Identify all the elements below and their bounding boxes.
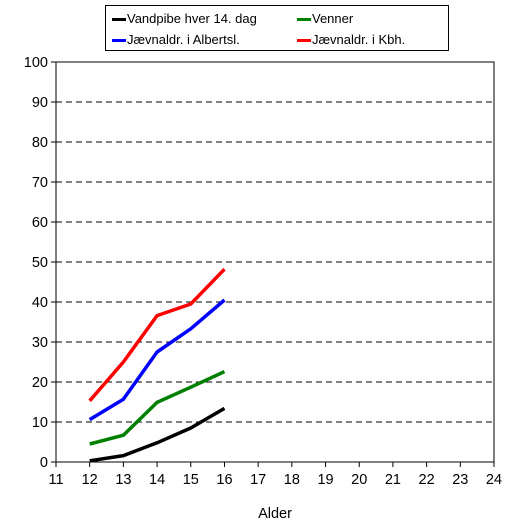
y-tick-label-0: 0 bbox=[40, 455, 48, 471]
legend: Vandpibe hver 14. dag Venner Jævnaldr. i… bbox=[105, 5, 449, 51]
x-tick-label-23: 23 bbox=[452, 472, 468, 488]
y-tick-label-30: 30 bbox=[32, 335, 48, 351]
y-tick-label-100: 100 bbox=[24, 55, 48, 71]
gridlines bbox=[56, 101, 494, 423]
y-axis-ticks: 0 10 20 30 40 50 60 70 80 90 100 bbox=[24, 55, 56, 471]
y-tick-label-70: 70 bbox=[32, 175, 48, 191]
legend-swatch-venner bbox=[297, 18, 311, 21]
x-tick-label-12: 12 bbox=[82, 472, 98, 488]
series-line-albertslund bbox=[88, 298, 226, 422]
legend-label-albertslund: Jævnaldr. i Albertsl. bbox=[127, 32, 240, 47]
x-tick-label-22: 22 bbox=[419, 472, 435, 488]
y-tick-label-90: 90 bbox=[32, 95, 48, 111]
series-line-venner bbox=[89, 370, 226, 446]
y-tick-label-40: 40 bbox=[32, 295, 48, 311]
y-tick-label-60: 60 bbox=[32, 215, 48, 231]
x-tick-label-15: 15 bbox=[183, 472, 199, 488]
y-tick-label-20: 20 bbox=[32, 375, 48, 391]
legend-swatch-vandpibe bbox=[112, 18, 126, 21]
y-tick-label-80: 80 bbox=[32, 135, 48, 151]
legend-label-vandpibe: Vandpibe hver 14. dag bbox=[127, 11, 257, 26]
x-tick-label-21: 21 bbox=[385, 472, 401, 488]
legend-swatch-kobenhavn bbox=[297, 39, 311, 42]
x-tick-label-11: 11 bbox=[48, 472, 63, 488]
y-tick-label-50: 50 bbox=[32, 255, 48, 271]
x-tick-label-18: 18 bbox=[284, 472, 300, 488]
x-axis-ticks: 11 12 13 14 15 16 17 18 19 20 21 22 23 24 bbox=[48, 462, 502, 488]
x-tick-label-20: 20 bbox=[351, 472, 367, 488]
x-tick-label-14: 14 bbox=[149, 472, 165, 488]
series-line-kobenhavn bbox=[88, 267, 226, 402]
x-axis-title: Alder bbox=[258, 506, 292, 522]
series-lines bbox=[88, 267, 226, 463]
series-line-vandpibe bbox=[89, 406, 226, 463]
legend-label-kobenhavn: Jævnaldr. i Kbh. bbox=[312, 32, 406, 47]
x-tick-label-16: 16 bbox=[216, 472, 232, 488]
x-tick-label-17: 17 bbox=[250, 472, 266, 488]
x-tick-label-19: 19 bbox=[317, 472, 333, 488]
legend-swatch-albertslund bbox=[112, 39, 126, 42]
y-tick-label-10: 10 bbox=[32, 415, 48, 431]
legend-label-venner: Venner bbox=[312, 11, 354, 26]
x-tick-label-13: 13 bbox=[115, 472, 131, 488]
x-tick-label-24: 24 bbox=[486, 472, 502, 488]
